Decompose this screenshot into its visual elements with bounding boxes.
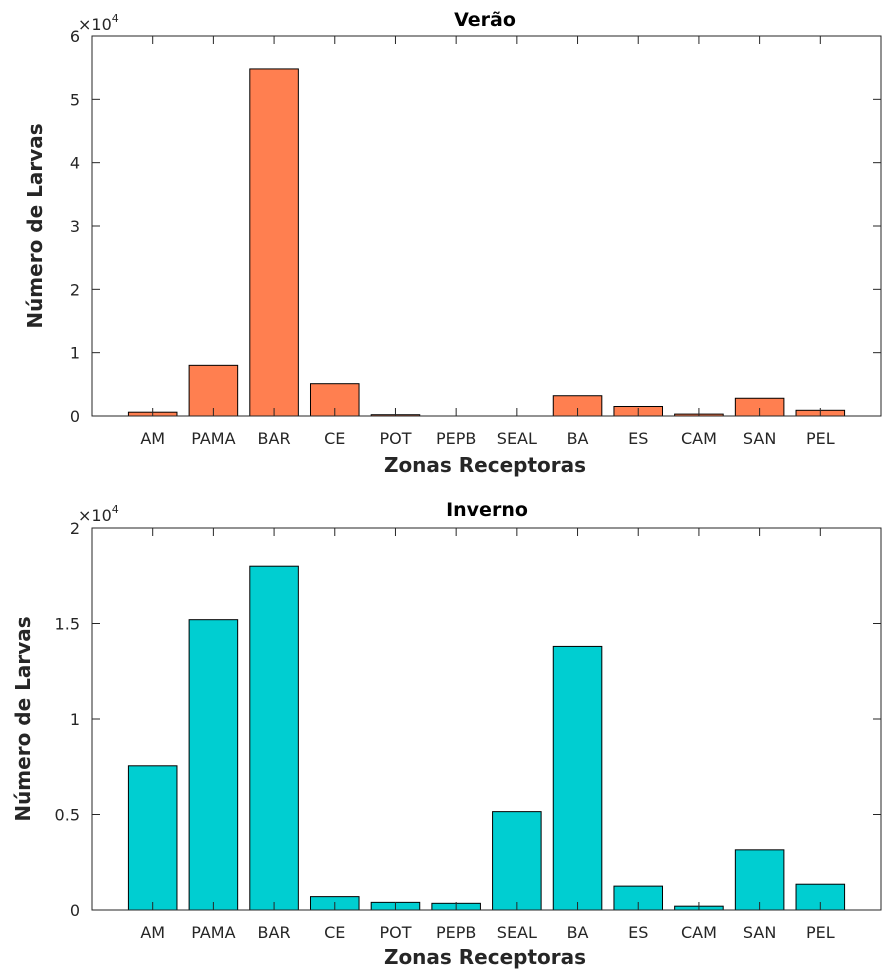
x-tick-label-pel: PEL [806,923,835,942]
y-axis-ticks: 0 0.5 1 1.5 2 [55,519,881,920]
y-exponent-power: 4 [112,503,119,516]
x-axis-ticks: AM PAMA BAR CE POT PEPB SEAL BA ES CAM SAN PEL [140,36,835,448]
x-axis-title: Zonas Receptoras [384,453,586,477]
x-tick-label-pama: PAMA [191,923,235,942]
x-tick-label-pama: PAMA [191,429,235,448]
y-tick-label: 6 [70,27,80,46]
y-axis-title: Número de Larvas [11,616,35,821]
x-tick-label-es: ES [628,429,648,448]
y-exponent-power: 4 [112,12,119,25]
bar-bar [249,68,299,417]
bar-pama [188,619,239,911]
x-tick-label-pepb: PEPB [436,429,476,448]
x-tick-label-ba: BA [567,429,589,448]
y-tick-label: 5 [70,90,80,109]
x-tick-label-cam: CAM [681,923,717,942]
bar-ba [552,645,603,911]
x-tick-label-pot: POT [379,923,411,942]
x-tick-label-san: SAN [743,923,776,942]
bar-seal [492,811,542,911]
bar-san [734,849,785,911]
x-tick-label-am: AM [140,429,165,448]
chart-inverno: Inverno ×104 0 0.5 1 1.5 2 AM PAMA BAR CE POT PEP… [11,499,882,969]
chart-title: Verão [454,9,516,31]
y-tick-label: 2 [70,280,80,299]
x-axis-title: Zonas Receptoras [384,945,586,969]
x-tick-label-pel: PEL [806,429,835,448]
x-tick-label-bar: BAR [258,429,291,448]
chart-verao: Verão ×104 0 1 2 3 4 5 6 AM PAMA BAR CE POT PEPB SEA… [23,9,882,477]
y-tick-label: 1 [70,344,80,363]
x-tick-label-ce: CE [324,923,345,942]
x-tick-label-am: AM [140,923,165,942]
x-tick-label-seal: SEAL [497,923,537,942]
x-tick-label-cam: CAM [681,429,717,448]
x-tick-label-ce: CE [324,429,345,448]
y-tick-label: 0.5 [55,806,80,825]
y-axis-ticks: 0 1 2 3 4 5 6 [70,27,881,426]
x-tick-label-pepb: PEPB [436,923,476,942]
x-tick-label-pot: POT [379,429,411,448]
y-exponent-label: ×104 [78,12,119,34]
y-tick-label: 0 [70,407,80,426]
y-tick-label: 4 [70,154,80,173]
y-axis-title: Número de Larvas [23,123,47,328]
y-tick-label: 2 [70,519,80,538]
y-tick-label: 1 [70,710,80,729]
bar-bar [249,565,299,911]
x-axis-ticks: AM PAMA BAR CE POT PEPB SEAL BA ES CAM SAN PEL [140,528,835,942]
x-tick-label-ba: BA [567,923,589,942]
bar-am [127,765,178,911]
y-tick-label: 3 [70,217,80,236]
y-exponent-label: ×104 [78,503,119,525]
y-tick-label: 0 [70,901,80,920]
y-tick-label: 1.5 [55,615,80,634]
x-tick-label-san: SAN [743,429,776,448]
x-tick-label-es: ES [628,923,648,942]
x-tick-label-bar: BAR [258,923,291,942]
x-tick-label-seal: SEAL [497,429,537,448]
chart-title: Inverno [446,499,528,521]
